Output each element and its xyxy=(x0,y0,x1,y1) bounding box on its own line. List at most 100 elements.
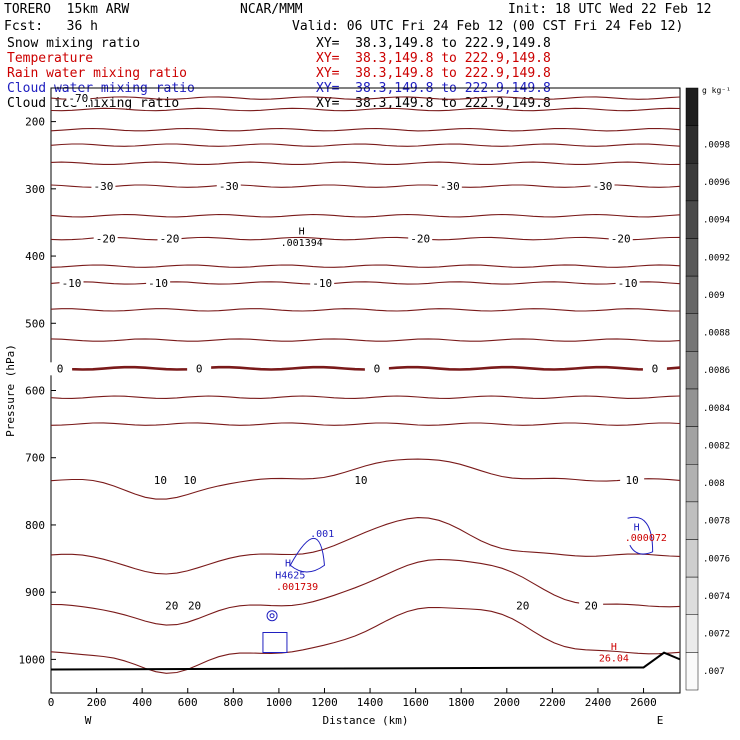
x-tick-label: 800 xyxy=(223,696,243,709)
y-axis-label: Pressure (hPa) xyxy=(4,344,17,437)
isotherm-label-bg xyxy=(590,180,615,194)
x-tick-label: 1200 xyxy=(311,696,338,709)
isotherm-label: 20 xyxy=(188,600,201,613)
isotherm-label: -20 xyxy=(410,233,430,246)
y-tick-label: 600 xyxy=(25,385,45,398)
max-annotation: 26.04 xyxy=(599,653,629,664)
colorbar-label: .0074 xyxy=(703,592,730,602)
colorbar-label: .0086 xyxy=(703,366,730,376)
colorbar-cell xyxy=(685,275,699,314)
isotherm-label: 0 xyxy=(196,362,203,375)
x-tick-label: 1000 xyxy=(266,696,293,709)
west-label: W xyxy=(85,714,92,727)
isotherm-label-bg xyxy=(437,180,462,194)
isotherm-label-bg xyxy=(364,362,389,376)
isotherm-label-bg xyxy=(310,276,335,290)
isotherm-label: 0 xyxy=(652,362,659,375)
max-annotation: .000072 xyxy=(625,533,667,544)
isotherm-label-bg xyxy=(157,232,182,246)
isotherm-label: -30 xyxy=(440,180,460,193)
colorbar-cell xyxy=(685,464,699,503)
isotherm-label: 0 xyxy=(57,362,64,375)
isotherm-line xyxy=(50,264,681,268)
isotherm-line xyxy=(50,236,681,241)
y-tick-label: 200 xyxy=(25,116,45,129)
cloud-water-contour xyxy=(262,632,288,653)
colorbar-cell xyxy=(685,652,699,691)
isotherm-label: -30 xyxy=(219,180,239,193)
max-annotation: H xyxy=(634,522,640,533)
colorbar-label: .009 xyxy=(703,291,725,301)
colorbar-cell xyxy=(685,539,699,578)
colorbar-label: .008 xyxy=(703,479,725,489)
x-tick-label: 0 xyxy=(48,696,55,709)
colorbar-cell xyxy=(685,87,699,126)
isotherm-label-bg xyxy=(608,232,633,246)
max-annotation: .001739 xyxy=(276,582,318,593)
isotherm-line xyxy=(50,517,681,575)
terrain-line xyxy=(50,651,681,671)
isotherm-line xyxy=(50,96,681,100)
model-title: TORERO 15km ARW xyxy=(4,2,130,17)
x-tick-label: 1400 xyxy=(357,696,384,709)
isotherm-label-bg xyxy=(187,362,212,376)
isotherm-label-bg xyxy=(91,180,116,194)
colorbar-cell xyxy=(685,238,699,277)
isotherm-label: -20 xyxy=(160,233,180,246)
isotherm-line xyxy=(50,127,681,132)
isotherm-line xyxy=(50,213,681,218)
max-annotation: .001 xyxy=(310,529,334,540)
isotherm-label-bg xyxy=(159,599,184,613)
field-xy-range: XY= 38.3,149.8 to 222.9,149.8 xyxy=(316,66,551,81)
y-tick-label: 400 xyxy=(25,250,45,263)
isotherm-label: 20 xyxy=(584,600,597,613)
colorbar-label: .0076 xyxy=(703,554,730,564)
isotherm-line xyxy=(50,395,681,399)
colorbar-label: .0078 xyxy=(703,517,730,527)
isotherm-label: -70 xyxy=(68,92,88,105)
field-xy-range: XY= 38.3,149.8 to 222.9,149.8 xyxy=(316,36,551,51)
cloud-water-contour xyxy=(266,610,278,622)
max-annotation: H xyxy=(611,642,617,653)
isotherm-label-bg xyxy=(178,473,203,487)
max-annotation: H xyxy=(285,559,291,570)
field-xy-range: XY= 38.3,149.8 to 222.9,149.8 xyxy=(316,96,551,111)
cloud-water-contour xyxy=(289,537,325,573)
isotherm-label-bg xyxy=(148,473,173,487)
y-tick-label: 900 xyxy=(25,586,45,599)
isotherm-line xyxy=(50,107,681,112)
isotherm-label-bg xyxy=(146,276,171,290)
colorbar-label: .0098 xyxy=(703,140,730,150)
forecast-hour: Fcst: 36 h xyxy=(4,19,98,34)
colorbar-label: .0072 xyxy=(703,630,730,640)
isotherm-line xyxy=(50,606,681,674)
isotherm-label-bg xyxy=(642,362,667,376)
isotherm-label: 10 xyxy=(626,474,639,487)
init-time: Init: 18 UTC Wed 22 Feb 12 xyxy=(508,2,712,17)
isotherm-label: 10 xyxy=(183,474,196,487)
colorbar-cell xyxy=(685,501,699,540)
isotherm-label-bg xyxy=(66,92,91,106)
isotherm-line xyxy=(50,338,681,342)
org-label: NCAR/MMM xyxy=(240,2,303,17)
isotherm-line xyxy=(50,458,681,500)
isotherm-label: 20 xyxy=(165,600,178,613)
field-name: Snow mixing ratio xyxy=(7,36,141,51)
isotherm-label-bg xyxy=(615,276,640,290)
isotherm-line xyxy=(50,184,681,188)
y-tick-label: 800 xyxy=(25,519,45,532)
field-name: Temperature xyxy=(7,51,94,66)
colorbar-cell xyxy=(685,576,699,615)
isotherm-label-bg xyxy=(93,232,118,246)
y-tick-label: 1000 xyxy=(19,653,46,666)
max-annotation: H4625 xyxy=(275,571,305,582)
x-tick-label: 600 xyxy=(178,696,198,709)
y-tick-label: 500 xyxy=(25,317,45,330)
colorbar-cell xyxy=(685,351,699,390)
isotherm-label-bg xyxy=(620,473,645,487)
isotherm-label: 0 xyxy=(374,362,381,375)
isotherm-label-bg xyxy=(59,276,84,290)
y-tick-label: 300 xyxy=(25,183,45,196)
x-tick-label: 1600 xyxy=(402,696,429,709)
valid-time: Valid: 06 UTC Fri 24 Feb 12 (00 CST Fri … xyxy=(292,19,684,34)
